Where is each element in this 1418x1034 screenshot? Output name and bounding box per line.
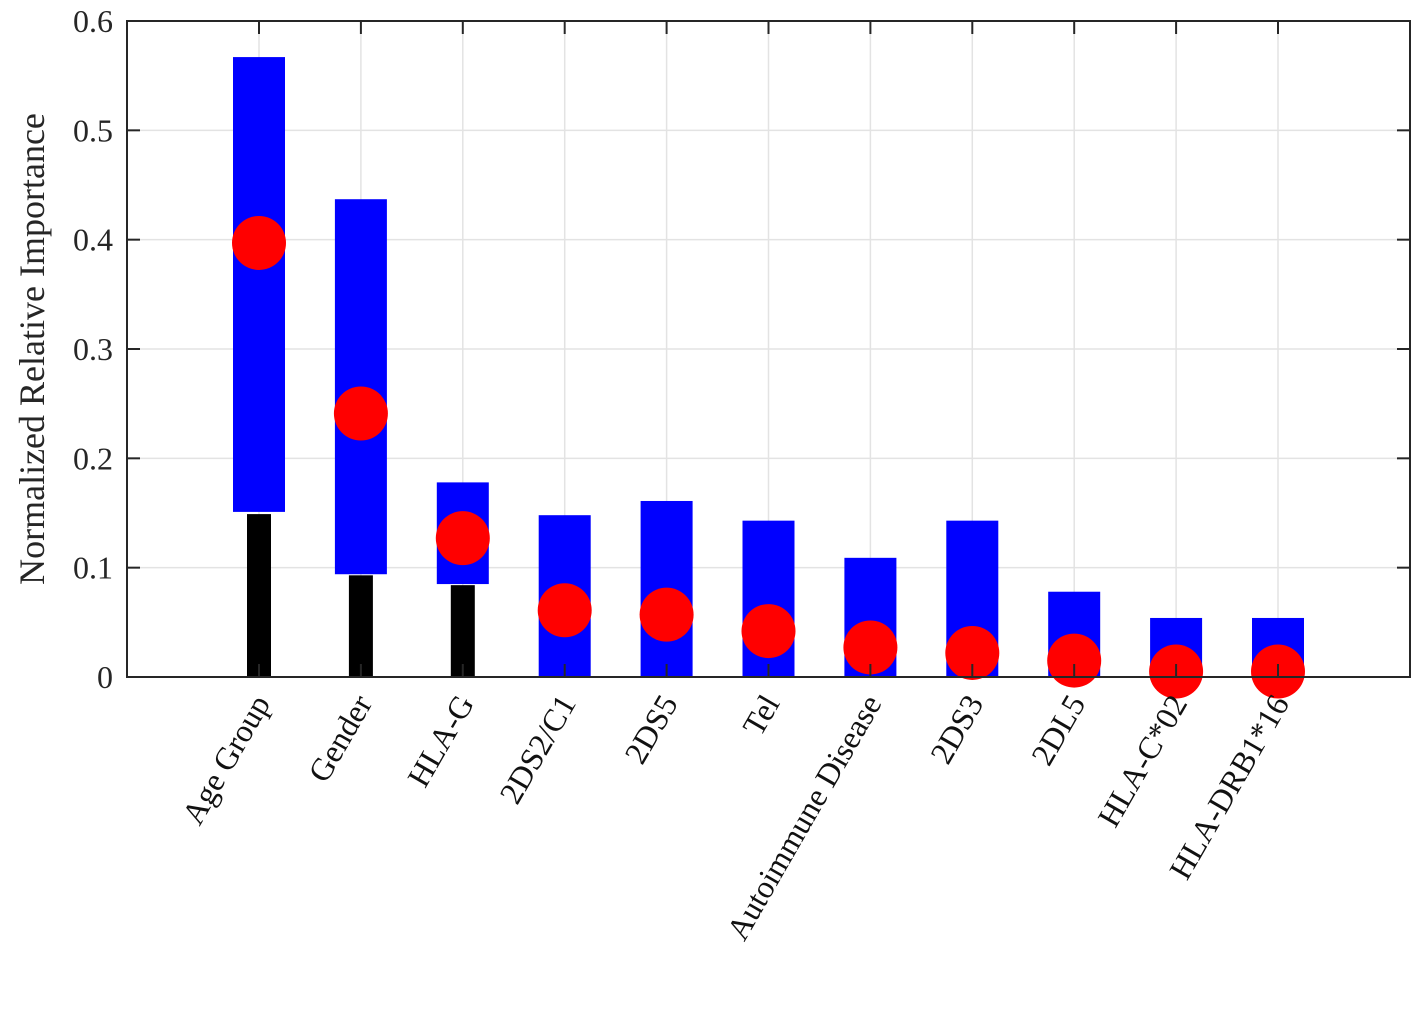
bars bbox=[232, 57, 1305, 699]
y-tick-label: 0.4 bbox=[73, 222, 113, 258]
lower-bar bbox=[450, 585, 475, 677]
marker-dot bbox=[945, 625, 1000, 680]
x-category-label: 2DL5 bbox=[1024, 689, 1093, 772]
marker-dot bbox=[843, 620, 898, 675]
y-axis-title: Normalized Relative Importance bbox=[12, 113, 52, 585]
x-category-label: Tel bbox=[735, 688, 786, 741]
x-category-label: 2DS2/C1 bbox=[492, 689, 583, 810]
y-tick-label: 0.1 bbox=[73, 550, 113, 586]
x-category-label: HLA-G bbox=[400, 689, 481, 793]
x-category-label: Gender bbox=[301, 688, 379, 788]
y-tick-label: 0.6 bbox=[73, 3, 113, 39]
axes bbox=[126, 20, 1411, 678]
lower-bar bbox=[348, 575, 373, 677]
x-tick-labels: Age Group Gender HLA-G 2DS2/C1 2DS5 TelAutoim… bbox=[174, 688, 1296, 946]
marker-dot bbox=[1047, 633, 1102, 688]
marker-dot bbox=[741, 604, 796, 659]
y-tick-label: 0.2 bbox=[73, 440, 113, 476]
y-tick-label: 0 bbox=[97, 659, 113, 695]
x-category-label: 2DS5 bbox=[617, 689, 685, 770]
marker-dot bbox=[333, 386, 388, 441]
x-category-label: HLA-C*02 bbox=[1090, 689, 1194, 833]
x-category-label: Age Group bbox=[174, 689, 277, 831]
range-bar bbox=[233, 57, 285, 512]
y-tick-label: 0.3 bbox=[73, 331, 113, 367]
marker-dot bbox=[537, 583, 592, 638]
y-tick-labels: 0 0.1 0.2 0.3 0.4 0.5 0.6 bbox=[73, 3, 113, 695]
marker-dot bbox=[435, 511, 490, 566]
x-category-label: 2DS3 bbox=[923, 689, 991, 770]
lower-bar bbox=[247, 514, 271, 677]
marker-dot bbox=[639, 587, 694, 642]
y-tick-label: 0.5 bbox=[73, 112, 113, 148]
marker-dot bbox=[232, 215, 286, 270]
